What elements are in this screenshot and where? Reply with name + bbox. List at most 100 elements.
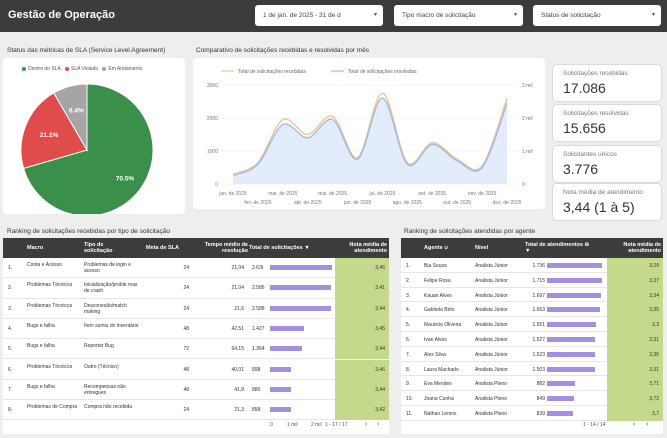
row-number: 9. — [406, 381, 411, 388]
filter-status-dropdown[interactable]: Status de solicitação ▾ — [533, 5, 661, 26]
pie-label: 21.1% — [40, 132, 59, 139]
total-bar — [547, 381, 576, 387]
col-macro[interactable]: Macro — [27, 245, 44, 251]
kpi-resolved: Solicitações resolvidas 15.656 — [552, 104, 662, 142]
prev-page-icon[interactable]: ‹ — [633, 421, 636, 428]
total-bar — [270, 305, 331, 311]
row-number: 5. — [406, 322, 411, 329]
cell-tipo: Compra não recebida — [84, 404, 133, 411]
col-nota[interactable]: Nota média de atendimento — [349, 242, 387, 254]
cell-meta: 24 — [183, 265, 189, 271]
nota-cell-bg: 3,35 — [607, 302, 663, 318]
nota-cell-bg: 3,46 — [335, 359, 389, 380]
x-tick: jun. de 2025 — [343, 200, 372, 206]
table-row[interactable]: 6. Ivan Alves Analista Júnior 1.527 3,31 — [401, 332, 663, 347]
series-resolved-line — [232, 97, 508, 177]
kpi-value: 3,44 (1 à 5) — [563, 199, 635, 215]
legend-item-inside: Dentro do SLA — [22, 66, 61, 72]
x-tick: mar. de 2025 — [268, 191, 297, 197]
total-bar — [547, 292, 601, 298]
col-agente[interactable]: Agente ∪ — [424, 245, 449, 251]
cell-nivel: Analista Pleno — [475, 411, 507, 417]
col-nota[interactable]: Nota média de atendimento — [623, 242, 661, 254]
nota-cell-bg: 3,44 — [335, 339, 389, 360]
row-number: 8. — [8, 407, 13, 414]
cell-meta: 24 — [183, 407, 189, 414]
table-row[interactable]: 8. Problemas de Compra Compra não recebida… — [3, 400, 389, 421]
cell-meta: 48 — [183, 325, 189, 332]
table-row[interactable]: 7. Alex Silva Analista Júnior 1.523 3,35 — [401, 346, 663, 362]
cell-nivel: Analista Júnior — [475, 337, 508, 343]
col-total-atend[interactable]: Total de atendimentos ⊖ ▼ — [525, 242, 590, 254]
col-nivel[interactable]: Nível — [475, 245, 489, 251]
date-range-picker[interactable]: 1 de jan. de 2025 - 31 de d ▾ — [255, 5, 383, 26]
line-title: Comparativo de solicitações recebidas e … — [196, 47, 370, 54]
kpi-value: 15.656 — [563, 120, 606, 136]
table-row[interactable]: 11. Nathan Lemos Analista Pleno 839 3,7 — [401, 406, 663, 421]
pie-slice[interactable] — [53, 83, 88, 152]
table-row[interactable]: 2. Problemas Técnicos Inicialização/proble… — [3, 278, 389, 299]
y-tick-right: 1 mil — [522, 149, 533, 155]
total-bar — [547, 277, 602, 283]
table-row[interactable]: 5. Bugs e falha Reportar Bug 72 64,15 1.364 3,… — [3, 339, 389, 360]
table-row[interactable]: 5. Mauricio Oliveira Analista Júnior 1.551 3… — [401, 317, 663, 332]
total-bar — [547, 351, 596, 357]
axis-tick: 2 mil — [311, 422, 322, 428]
table-row[interactable]: 3. Problemas Técnicos Desconexão/match mak… — [3, 298, 389, 319]
x-tick: mai. de 2025 — [318, 191, 347, 197]
pagination-text: 1 - 17 / 17 — [325, 422, 348, 428]
table-row[interactable]: 6. Problemas Técnicos Outro (Técnico) 48 40,… — [3, 359, 389, 380]
cell-nota: 3,37 — [649, 277, 659, 284]
y-tick-left: 2000 — [207, 116, 218, 122]
cell-macro: Problemas de Compra — [27, 404, 78, 411]
cell-macro: Bugs e falha — [27, 343, 55, 350]
row-number: 1. — [406, 263, 411, 269]
cell-nivel: Analista Júnior — [475, 366, 508, 373]
pie-chart: 70.5% 21.1% 8.4% — [20, 83, 154, 214]
col-total[interactable]: Total de solicitações ▼ — [249, 245, 310, 251]
table-row[interactable]: 3. Kauan Alves Analista Júnior 1.697 3,34 — [401, 287, 663, 303]
next-page-icon[interactable]: › — [646, 421, 649, 428]
total-bar — [547, 411, 574, 416]
table-row[interactable]: 2. Felipe Rosa Analista Júnior 1.715 3,37 — [401, 272, 663, 288]
table-row[interactable]: 1. Conta e Acesso Problemas de login e ace… — [3, 258, 389, 279]
table-row[interactable]: 7. Bugs e falha Recompensas não entregues 4… — [3, 379, 389, 401]
legend-item-violated: SLA Violado — [64, 66, 98, 72]
x-tick: set. de 2025 — [419, 191, 447, 197]
cell-tipo: Problemas de login e acesso — [84, 262, 131, 274]
row-number: 4. — [8, 325, 13, 332]
next-page-icon[interactable]: › — [377, 421, 380, 428]
chevron-down-icon: ▾ — [513, 12, 517, 18]
pie-slice[interactable] — [20, 92, 88, 170]
nota-cell-bg: 3,29 — [607, 258, 663, 273]
cell-nota: 3,72 — [649, 396, 659, 403]
legend-item-ongoing: Em Andamento — [102, 66, 143, 72]
table2-title: Ranking de solicitações atendidas por ag… — [404, 228, 536, 235]
total-bar — [547, 337, 596, 342]
kpi-label: Nota média de atendimento — [563, 189, 643, 196]
table-row[interactable]: 8. Laura Machado Analista Júnior 1.503 3,31 — [401, 361, 663, 377]
row-number: 6. — [8, 366, 13, 373]
table-row[interactable]: 4. Bugs e falha Item sumiu do inventário 48… — [3, 318, 389, 340]
cell-total: 1.427 — [252, 325, 265, 332]
col-meta[interactable]: Meta de SLA — [146, 245, 180, 251]
nota-cell-bg: 3,72 — [607, 391, 663, 406]
cell-macro: Problemas Técnicos — [27, 363, 73, 370]
kpi-label: Solicitações resolvidas — [563, 110, 629, 117]
total-bar — [547, 322, 596, 328]
pie-slice[interactable] — [22, 83, 154, 214]
table-row[interactable]: 9. Eva Mendes Analista Pleno 882 3,71 — [401, 376, 663, 392]
prev-page-icon[interactable]: ‹ — [365, 421, 368, 428]
table-row[interactable]: 10. Joana Cunha Analista Pleno 849 3,72 — [401, 391, 663, 406]
total-bar — [270, 407, 291, 413]
cell-total: 1.697 — [532, 292, 545, 299]
filter-type-dropdown[interactable]: Tipo macro de solicitação ▾ — [394, 5, 523, 26]
table-row[interactable]: 4. Gabriela Brito Analista Júnior 1.663 3,35 — [401, 302, 663, 318]
cell-agente: Kauan Alves — [424, 292, 452, 299]
col-tempo[interactable]: Tempo médio de resolução — [204, 242, 248, 254]
table-row[interactable]: 1. Bia Souza Analista Júnior 1.736 3,29 — [401, 258, 663, 273]
col-tipo[interactable]: Tipo de solicitação — [84, 242, 113, 254]
cell-total: 1.527 — [532, 337, 545, 343]
pie-card: Dentro do SLA SLA Violado Em Andamento 7… — [3, 58, 185, 214]
row-number: 2. — [406, 277, 411, 284]
